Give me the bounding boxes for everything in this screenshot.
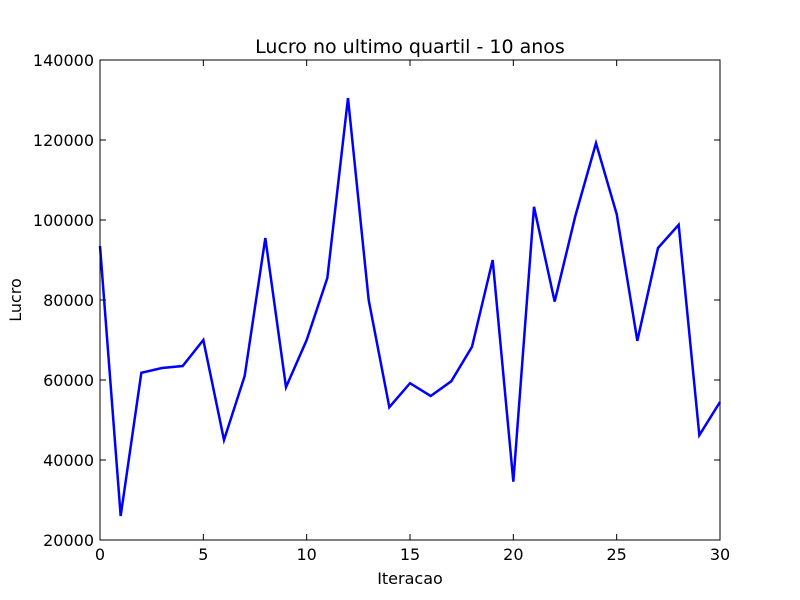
y-tick-label: 120000	[33, 131, 94, 150]
y-tick-label: 20000	[43, 531, 94, 550]
y-axis-label: Lucro	[6, 278, 25, 322]
x-axis-label: Iteracao	[377, 569, 443, 588]
x-tick-label: 10	[296, 545, 316, 564]
plot-frame	[99, 59, 721, 541]
series-line	[98, 97, 722, 517]
y-axis-tick-labels: 20000 40000 60000 80000 100000 120000 140000	[33, 51, 94, 550]
x-tick-label: 30	[710, 545, 730, 564]
y-tick-label: 100000	[33, 211, 94, 230]
y-tick-label: 40000	[43, 451, 94, 470]
x-tick-label: 0	[95, 545, 105, 564]
chart-title: Lucro no ultimo quartil - 10 anos	[255, 36, 565, 58]
y-tick-label: 80000	[43, 291, 94, 310]
x-tick-label: 15	[400, 545, 420, 564]
x-tick-label: 25	[606, 545, 626, 564]
x-axis-tick-labels: 0 5 10 15 20 25 30	[95, 545, 730, 564]
x-tick-label: 5	[198, 545, 208, 564]
y-tick-label: 60000	[43, 371, 94, 390]
plot-area	[100, 60, 720, 540]
y-tick-label: 140000	[33, 51, 94, 70]
x-tick-label: 20	[503, 545, 523, 564]
